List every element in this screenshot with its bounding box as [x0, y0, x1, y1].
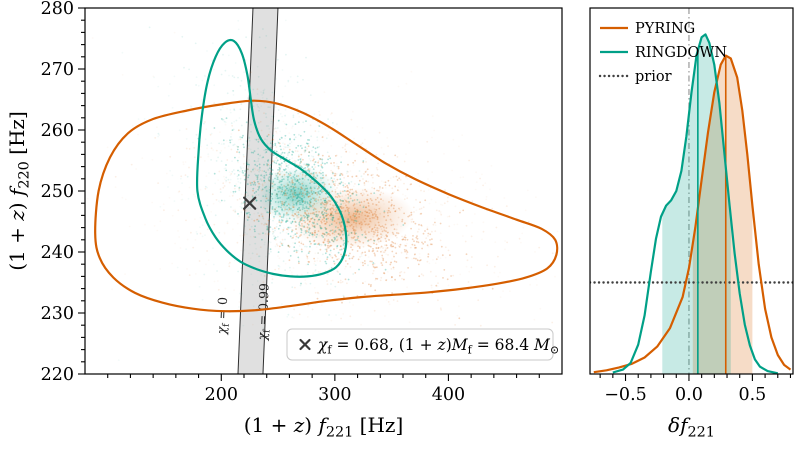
pyring-scatter: [114, 71, 554, 327]
ringdown-density-blob: [255, 166, 338, 222]
pyring-kde: [593, 54, 792, 374]
x-axis-label-left: (1 + z) f221 [Hz]: [244, 413, 404, 440]
y-tick-label: 270: [41, 60, 74, 80]
annotation-text: χf = 0.68, (1 + z)Mf = 68.4 M⊙: [317, 336, 559, 356]
annotation-legend: χf = 0.68, (1 + z)Mf = 68.4 M⊙: [286, 328, 559, 361]
right-panel-frame: [589, 7, 794, 375]
ringdown-kde-fill: [662, 34, 731, 374]
legend-item-ringdown: RINGDOWN: [600, 45, 727, 61]
y-tick-label: 250: [41, 182, 74, 202]
legend-item-pyring: PYRING: [600, 21, 695, 37]
chi0-label: χf = 0: [214, 297, 233, 336]
legend: PYRING RINGDOWN prior: [598, 21, 727, 85]
x-axis-label-right: δf221: [668, 413, 715, 440]
legend-label: prior: [635, 69, 672, 85]
x-tick-label: 200: [205, 385, 238, 405]
y-axis-label: (1 + z) f220 [Hz]: [5, 111, 32, 271]
legend-label: RINGDOWN: [635, 45, 727, 61]
pyring-contour: [94, 99, 559, 313]
x-tick-label: 0.0: [675, 385, 703, 405]
x-tick-label: 300: [318, 385, 351, 405]
y-tick-label: 240: [41, 243, 74, 263]
ringdown-contour: [195, 38, 348, 278]
left-panel: χf = 0 χf = 0.99 χf = 0.68, (1 + z)Mf = 68…: [86, 8, 559, 374]
ringdown-kde: [612, 33, 779, 374]
ringdown-scatter: [197, 117, 405, 285]
y-tick-label: 260: [41, 121, 74, 141]
chi099-label: χf = 0.99: [254, 283, 274, 342]
y-tick-label: 220: [41, 365, 74, 385]
ticks-right: [599, 374, 792, 381]
pyring-scatter: [236, 129, 494, 320]
annotation-marker-icon: [299, 338, 311, 351]
ticks: [78, 7, 540, 381]
chi0-line: [237, 8, 254, 374]
legend-label: PYRING: [635, 21, 695, 37]
y-tick-label: 230: [41, 304, 74, 324]
legend-item-prior: prior: [598, 69, 672, 85]
x-tick-label: −0.5: [604, 385, 647, 405]
x-tick-label: 400: [432, 385, 465, 405]
x-tick-label: 0.5: [738, 385, 766, 405]
right-panel: PYRING RINGDOWN prior: [590, 8, 793, 374]
remnant-marker: [243, 196, 257, 210]
y-tick-label: 280: [41, 0, 74, 19]
